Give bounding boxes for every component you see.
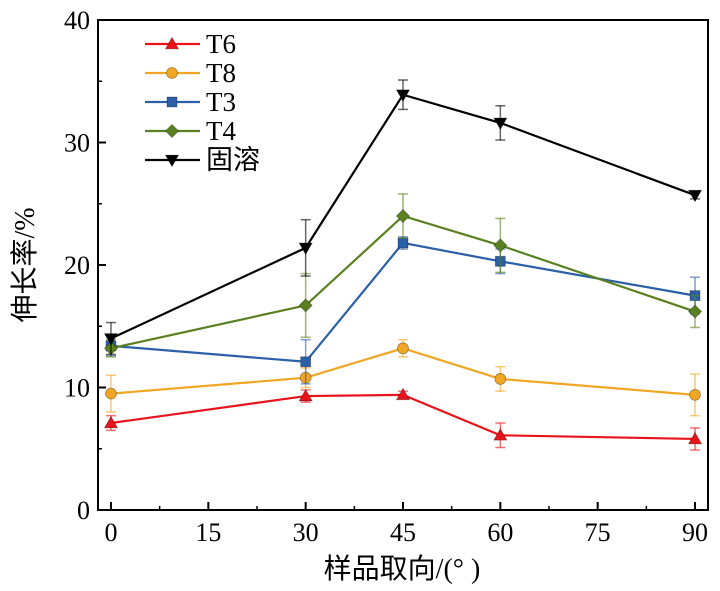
- legend-marker: [166, 67, 178, 79]
- series-layer: [103, 79, 703, 451]
- y-tick-label: 10: [64, 374, 90, 403]
- legend-item: T8: [145, 58, 236, 88]
- series-line: [110, 393, 696, 441]
- x-tick-label: 45: [390, 518, 416, 547]
- data-point: [687, 189, 703, 203]
- x-tick-label: 30: [293, 518, 319, 547]
- data-point: [687, 431, 703, 445]
- x-tick-label: 75: [585, 518, 611, 547]
- y-axis: 0 10 20 30 40: [64, 6, 106, 525]
- legend-item: T4: [145, 116, 236, 146]
- data-point: [395, 208, 411, 224]
- series-1: [103, 387, 703, 451]
- legend-label: 固溶: [206, 145, 260, 175]
- data-point: [103, 415, 119, 429]
- x-tick-label: 60: [487, 518, 513, 547]
- series-2: [105, 338, 701, 417]
- legend-item: T3: [145, 87, 236, 117]
- series-4: [103, 193, 703, 358]
- x-tick-label: 90: [682, 518, 708, 547]
- x-tick-label: 15: [195, 518, 221, 547]
- data-point: [493, 117, 508, 131]
- legend-marker: [166, 96, 178, 108]
- y-axis-title: 伸长率/%: [9, 207, 41, 322]
- legend-item: T6: [145, 29, 236, 59]
- legend-marker: [164, 154, 180, 168]
- data-point: [689, 388, 701, 401]
- data-point: [397, 237, 409, 249]
- data-point: [298, 388, 313, 402]
- x-tick-label: 0: [104, 518, 117, 547]
- legend-marker: [164, 123, 180, 139]
- data-point: [105, 387, 117, 400]
- legend-marker: [164, 36, 180, 50]
- data-point: [298, 242, 313, 256]
- legend-label: T4: [206, 116, 236, 146]
- y-tick-label: 30: [64, 129, 90, 158]
- series-3: [105, 236, 701, 385]
- data-point: [494, 373, 507, 385]
- data-point: [493, 427, 508, 441]
- data-point: [687, 304, 703, 319]
- data-point: [397, 342, 409, 355]
- data-point: [493, 238, 508, 253]
- data-point: [103, 333, 119, 346]
- y-tick-label: 20: [64, 251, 90, 280]
- y-tick-label: 40: [64, 6, 90, 35]
- series-5: [103, 79, 703, 356]
- legend-item: 固溶: [145, 145, 260, 175]
- data-point: [395, 387, 411, 401]
- legend-label: T3: [206, 87, 236, 117]
- x-axis: 0 15 30 45 60 75 90: [104, 502, 708, 547]
- legend-label: T8: [206, 58, 236, 88]
- data-point: [395, 89, 411, 103]
- x-axis-title: 样品取向/(° ): [324, 553, 481, 585]
- data-point: [298, 298, 313, 313]
- data-point: [300, 356, 312, 368]
- legend-label: T6: [206, 29, 236, 59]
- y-tick-label: 0: [77, 496, 90, 525]
